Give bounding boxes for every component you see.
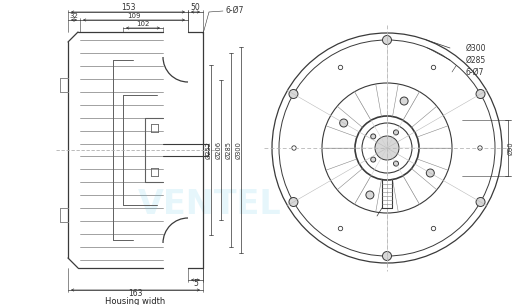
Circle shape	[394, 161, 398, 166]
Text: Housing width: Housing width	[105, 297, 166, 305]
Circle shape	[382, 252, 392, 260]
Text: Ø206: Ø206	[216, 141, 222, 159]
Circle shape	[289, 198, 298, 206]
Text: 32: 32	[69, 13, 78, 20]
Circle shape	[375, 136, 399, 160]
Text: 6-Ø7: 6-Ø7	[225, 5, 243, 15]
Text: 153: 153	[121, 3, 135, 13]
Circle shape	[340, 119, 348, 127]
Text: VENTEL: VENTEL	[138, 188, 282, 221]
Circle shape	[476, 89, 485, 99]
Text: Ø300: Ø300	[466, 44, 486, 52]
Text: 102: 102	[136, 21, 150, 27]
Text: 50: 50	[191, 3, 200, 13]
Text: 5: 5	[193, 279, 198, 288]
Text: Ø252: Ø252	[206, 141, 212, 159]
Text: Ø90: Ø90	[508, 141, 514, 155]
Circle shape	[400, 97, 408, 105]
Circle shape	[371, 157, 376, 162]
Circle shape	[371, 134, 376, 139]
Circle shape	[289, 89, 298, 99]
Text: 163: 163	[128, 289, 143, 299]
Text: 6-Ø7: 6-Ø7	[466, 67, 484, 77]
Circle shape	[382, 35, 392, 45]
Circle shape	[426, 169, 434, 177]
Circle shape	[476, 198, 485, 206]
Text: Ø285: Ø285	[226, 141, 232, 159]
Text: 109: 109	[127, 13, 141, 20]
Circle shape	[366, 191, 374, 199]
Circle shape	[394, 130, 398, 135]
Text: Ø300: Ø300	[236, 141, 242, 159]
Text: Ø285: Ø285	[466, 56, 486, 64]
